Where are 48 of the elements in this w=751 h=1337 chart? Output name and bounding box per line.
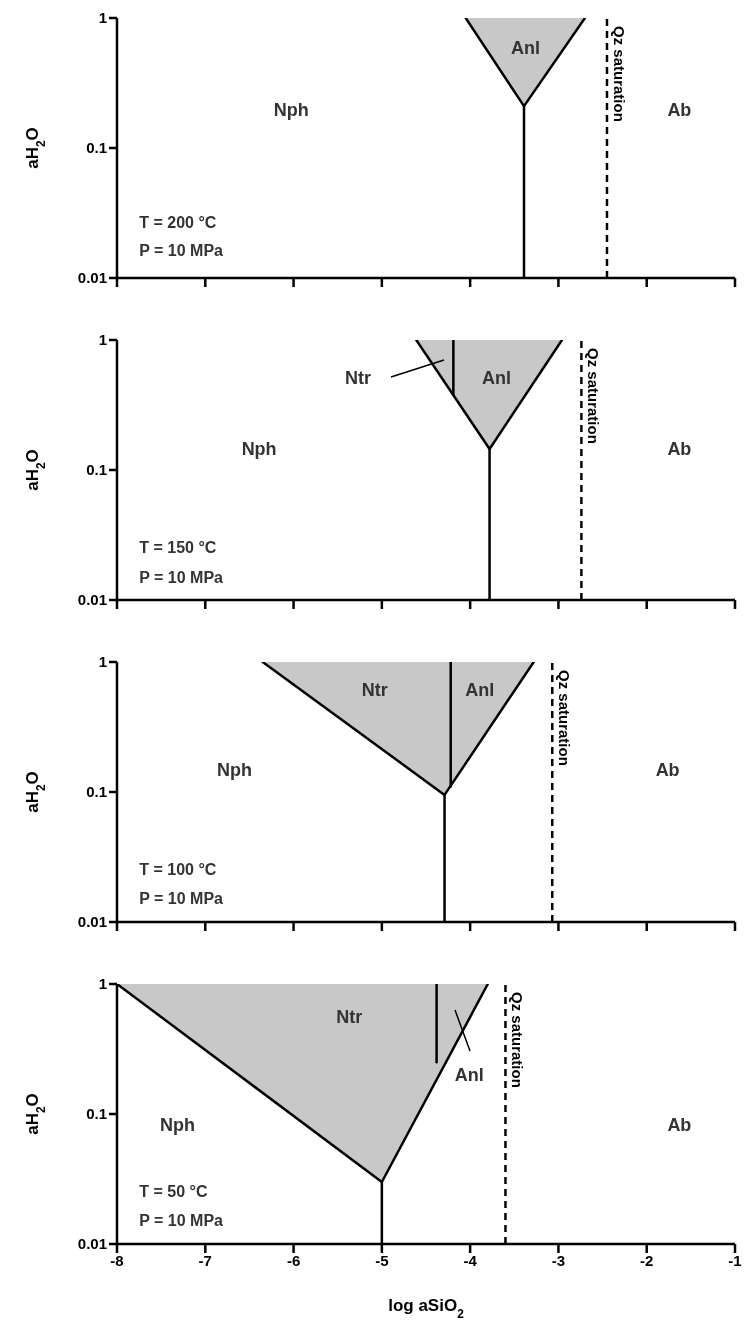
annotation: Anl: [465, 679, 495, 701]
annotation: Nph: [216, 759, 252, 781]
x-tick-label: -4: [463, 1251, 478, 1269]
annotation: T = 100 °C: [139, 861, 217, 879]
annotation: Ntr: [336, 1006, 363, 1028]
x-tick-label: -2: [640, 1251, 654, 1269]
annotation: Anl: [510, 37, 540, 59]
annotation: Nph: [273, 99, 309, 121]
y-tick-label: 0.1: [86, 461, 107, 479]
y-tick-label: 1: [98, 9, 107, 27]
annotation: Anl: [481, 367, 511, 389]
y-tick-label: 0.01: [77, 269, 107, 287]
x-tick-label: -3: [551, 1251, 566, 1269]
x-tick-label: -5: [375, 1251, 389, 1269]
annotation: P = 10 MPa: [139, 241, 223, 260]
x-tick-label: -1: [728, 1251, 742, 1269]
y-tick-label: 1: [98, 975, 107, 993]
y-tick-label: 0.01: [77, 913, 107, 931]
y-tick-label: 1: [98, 331, 107, 349]
x-tick-label: -7: [198, 1251, 212, 1269]
annotation: Nph: [241, 438, 277, 460]
annotation: P = 10 MPa: [139, 568, 223, 587]
annotation: Anl: [454, 1064, 484, 1086]
annotation: Ab: [667, 438, 692, 460]
y-tick-label: 0.01: [77, 591, 107, 609]
x-tick-label: -6: [286, 1251, 301, 1269]
annotation: P = 10 MPa: [139, 1211, 223, 1230]
x-axis-title: log aSiO$_{2}$: [388, 1296, 465, 1321]
annotation: Nph: [160, 1114, 196, 1136]
annotation: Ab: [667, 99, 692, 121]
y-tick-label: 0.1: [86, 139, 107, 157]
ref-line-label: Qz saturation: [509, 992, 527, 1088]
annotation: P = 10 MPa: [139, 889, 223, 908]
annotation: Ab: [667, 1114, 692, 1136]
y-tick-label: 0.01: [77, 1235, 107, 1253]
x-tick-label: -8: [110, 1251, 124, 1269]
annotation: Ab: [655, 759, 680, 781]
y-tick-label: 0.1: [86, 1105, 107, 1123]
annotation: T = 150 °C: [139, 539, 217, 557]
ref-line-label: Qz saturation: [585, 348, 603, 444]
annotation: T = 200 °C: [139, 214, 217, 233]
y-tick-label: 0.1: [86, 783, 107, 801]
annotation: T = 50 °C: [139, 1183, 208, 1201]
ref-line-label: Qz saturation: [556, 670, 574, 766]
annotation: Ntr: [345, 367, 372, 389]
annotation: Ntr: [361, 679, 388, 701]
y-tick-label: 1: [98, 653, 107, 671]
ref-line-label: Qz saturation: [610, 26, 628, 122]
